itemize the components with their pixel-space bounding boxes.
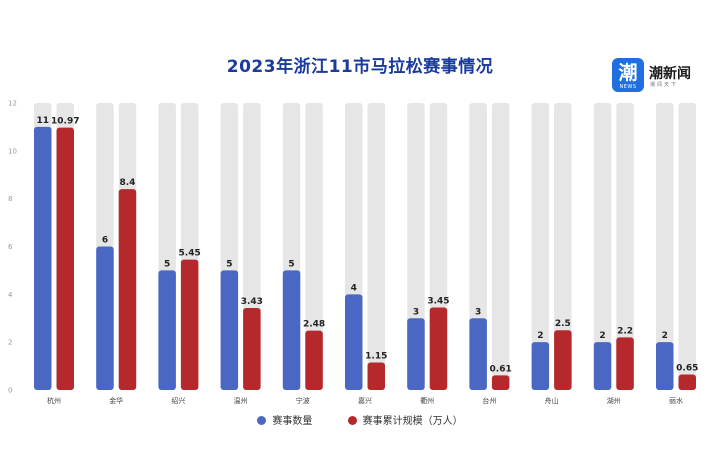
data-label: 2 bbox=[599, 331, 605, 341]
data-label: 4 bbox=[351, 283, 357, 293]
x-tick-label: 绍兴 bbox=[171, 396, 185, 405]
logo-badge-char: 潮 bbox=[618, 62, 638, 84]
bar-count bbox=[593, 342, 612, 390]
x-tick-label: 温州 bbox=[234, 396, 248, 405]
bar-count bbox=[656, 342, 674, 390]
x-tick-label: 舟山 bbox=[545, 396, 559, 405]
data-label: 2 bbox=[662, 331, 668, 341]
bar-track bbox=[678, 103, 696, 390]
y-tick-label: 2 bbox=[8, 339, 12, 347]
bar-scale bbox=[305, 330, 323, 390]
y-tick-label: 10 bbox=[8, 147, 17, 155]
bar-count bbox=[407, 318, 425, 390]
legend: 赛事数量 赛事累计规模（万人） bbox=[0, 412, 720, 427]
x-tick-label: 台州 bbox=[482, 396, 496, 405]
bar-track bbox=[305, 103, 323, 390]
x-tick-label: 丽水 bbox=[669, 396, 683, 405]
data-label: 3 bbox=[475, 307, 481, 317]
bar-track bbox=[656, 103, 674, 390]
data-label: 8.4 bbox=[119, 178, 135, 188]
x-tick-label: 杭州 bbox=[47, 396, 61, 405]
bar-scale bbox=[56, 127, 74, 391]
bar-track bbox=[593, 103, 612, 390]
data-label: 6 bbox=[102, 236, 108, 246]
y-tick-label: 12 bbox=[8, 100, 17, 108]
legend-dot-count bbox=[257, 416, 267, 425]
y-tick-label: 0 bbox=[8, 387, 12, 395]
bar-count bbox=[282, 270, 301, 390]
data-label: 2.5 bbox=[555, 319, 571, 329]
data-label: 0.61 bbox=[490, 364, 512, 374]
bar-track bbox=[616, 103, 634, 390]
data-label: 5 bbox=[226, 259, 232, 269]
bar-count bbox=[158, 270, 176, 390]
bar-track bbox=[367, 103, 385, 390]
data-label: 5.45 bbox=[179, 249, 201, 259]
bar-count bbox=[345, 294, 363, 390]
logo-name: 潮新闻 bbox=[649, 66, 691, 82]
chart-title: 2023年浙江11市马拉松赛事情况 bbox=[226, 57, 494, 77]
x-tick-label: 宁波 bbox=[296, 396, 310, 405]
data-label: 3 bbox=[413, 307, 419, 317]
bar-count bbox=[469, 318, 487, 390]
data-label: 5 bbox=[288, 259, 294, 269]
legend-item-scale: 赛事累计规模（万人） bbox=[347, 412, 463, 427]
y-tick-label: 8 bbox=[8, 195, 12, 203]
bar-scale bbox=[429, 307, 448, 390]
logo-badge-icon: 潮 NEWS bbox=[612, 58, 644, 92]
bar-scale bbox=[367, 362, 385, 390]
data-label: 5 bbox=[164, 259, 170, 269]
x-tick-label: 嘉兴 bbox=[358, 396, 372, 405]
bar-count bbox=[96, 246, 114, 390]
legend-item-count: 赛事数量 bbox=[257, 412, 312, 427]
data-label: 1.15 bbox=[365, 351, 387, 361]
data-label: 10.97 bbox=[51, 117, 79, 127]
bar-count bbox=[220, 270, 239, 390]
bar-scale bbox=[491, 375, 510, 390]
news-logo: 潮 NEWS 潮新闻 潮闻天下 bbox=[612, 58, 702, 92]
data-label: 3.43 bbox=[241, 297, 263, 307]
y-tick-label: 4 bbox=[8, 291, 13, 299]
data-label: 11 bbox=[36, 116, 49, 126]
legend-label-count: 赛事数量 bbox=[272, 416, 313, 427]
legend-label-scale: 赛事累计规模（万人） bbox=[362, 416, 463, 427]
bar-count bbox=[34, 126, 52, 391]
bar-scale bbox=[616, 337, 634, 390]
legend-dot-scale bbox=[347, 416, 357, 425]
bar-track bbox=[531, 103, 550, 390]
bar-count bbox=[531, 342, 550, 390]
data-label: 2 bbox=[537, 331, 543, 341]
logo-badge-sub: NEWS bbox=[619, 84, 637, 90]
x-tick-label: 金华 bbox=[109, 396, 123, 405]
bar-scale bbox=[243, 307, 261, 390]
data-label: 3.45 bbox=[427, 296, 449, 306]
data-label: 2.2 bbox=[617, 326, 633, 336]
x-tick-label: 湖州 bbox=[607, 396, 621, 405]
bar-scale bbox=[118, 189, 137, 390]
bar-scale bbox=[554, 330, 572, 390]
bar-scale bbox=[678, 374, 696, 390]
logo-slogan: 潮闻天下 bbox=[650, 82, 679, 88]
data-label: 2.48 bbox=[303, 320, 325, 330]
bar-scale bbox=[180, 259, 199, 390]
data-label: 0.65 bbox=[676, 363, 698, 373]
bar-track bbox=[491, 103, 510, 390]
bar-track bbox=[554, 103, 572, 390]
x-tick-label: 衢州 bbox=[420, 396, 434, 405]
y-tick-label: 6 bbox=[8, 243, 13, 251]
